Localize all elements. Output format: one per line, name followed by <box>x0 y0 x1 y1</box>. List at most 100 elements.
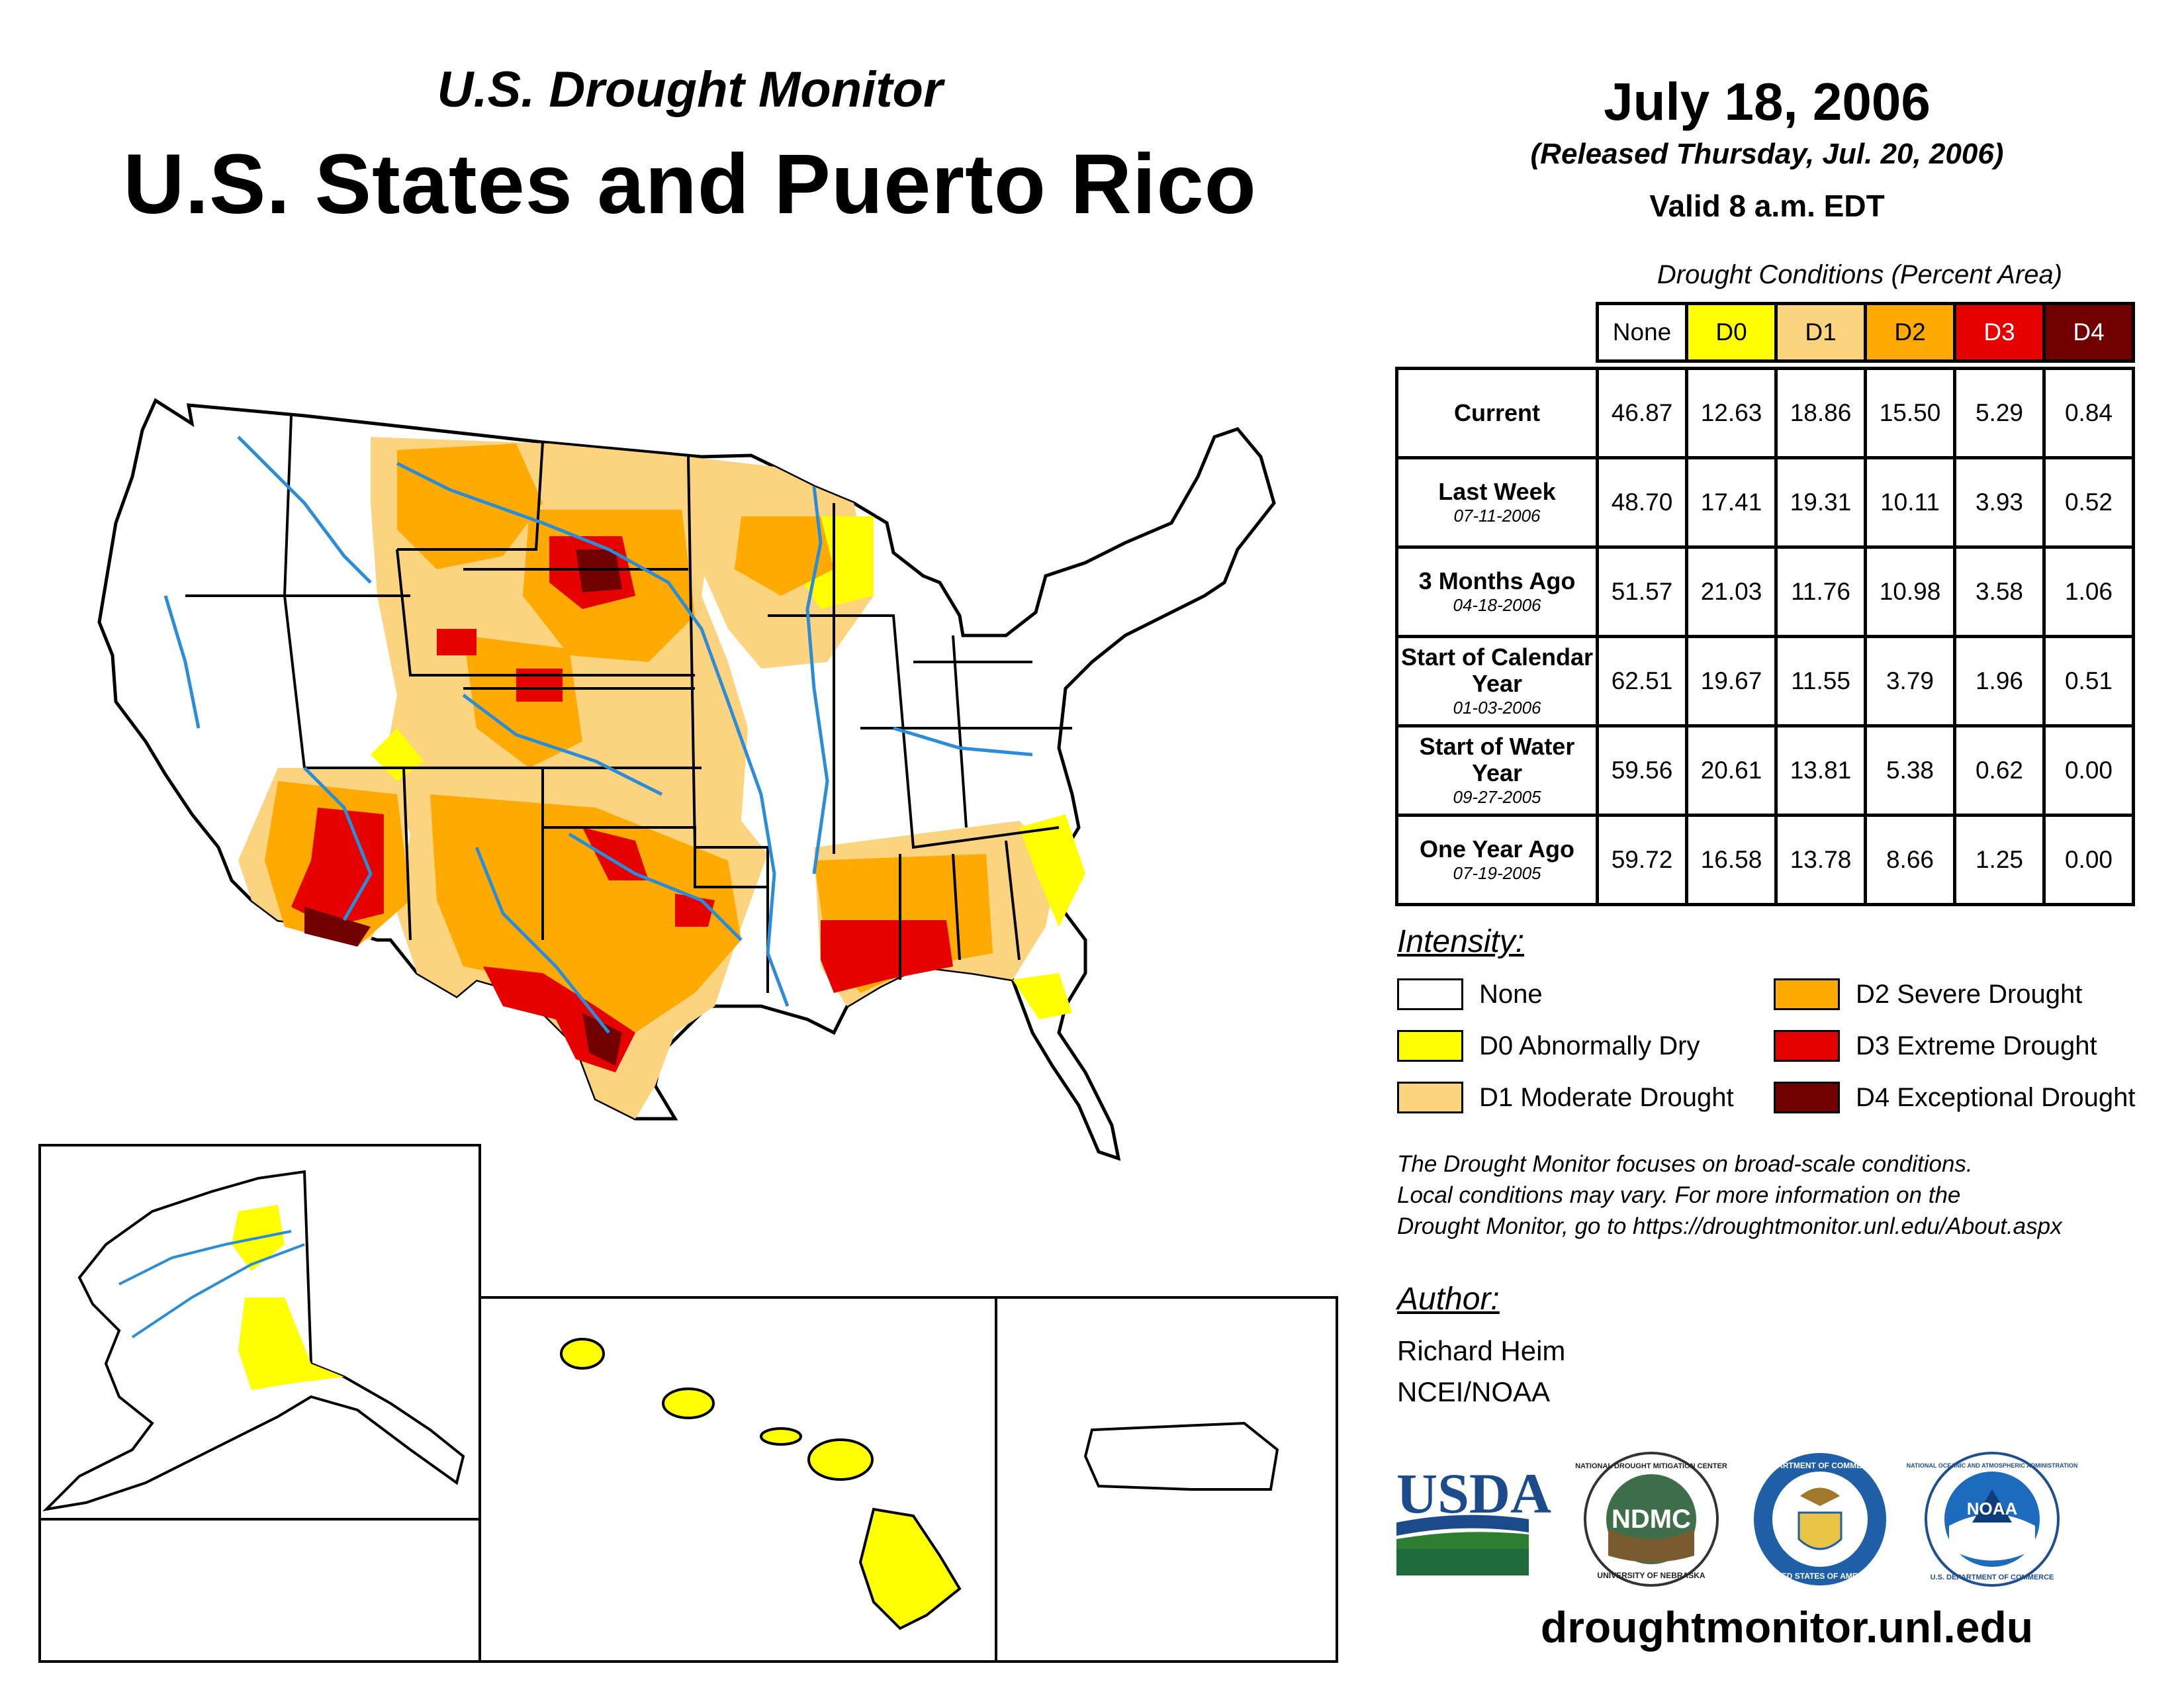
legend-swatch <box>1774 1030 1840 1062</box>
table-row: Current 46.87 12.63 18.86 15.50 5.29 0.8… <box>1395 367 2135 459</box>
svg-text:UNITED STATES OF AMERICA: UNITED STATES OF AMERICA <box>1763 1571 1878 1581</box>
d2-region-montana <box>397 444 543 569</box>
table-cell: 0.62 <box>1953 724 2046 817</box>
table-cell: 46.87 <box>1596 367 1688 459</box>
d4-region-arizona <box>304 907 371 947</box>
col-header-d1: D1 <box>1774 302 1867 363</box>
conus-map <box>97 398 1276 1161</box>
legend-swatch <box>1397 978 1463 1010</box>
table-cell: 10.98 <box>1864 545 1956 638</box>
legend-swatch <box>1774 1082 1840 1113</box>
col-header-d0: D0 <box>1685 302 1778 363</box>
table-cell: 62.51 <box>1596 635 1688 727</box>
table-row: 3 Months Ago 04-18-2006 51.57 21.03 11.76… <box>1395 545 2135 638</box>
row-label: One Year Ago 07-19-2005 <box>1395 814 1599 906</box>
table-cell: 1.25 <box>1953 814 2046 906</box>
puerto-rico-inset-frame <box>995 1296 1338 1663</box>
table-cell: 3.58 <box>1953 545 2046 638</box>
table-cell: 59.56 <box>1596 724 1688 817</box>
rivers <box>163 436 1033 1034</box>
alaska-d0-south <box>238 1297 344 1390</box>
svg-text:UNIVERSITY OF NEBRASKA: UNIVERSITY OF NEBRASKA <box>1597 1571 1705 1580</box>
ndmc-logo: NDMC NATIONAL DROUGHT MITIGATION CENTER … <box>1575 1452 1727 1587</box>
table-cell: 59.72 <box>1596 814 1688 906</box>
svg-text:DEPARTMENT OF COMMERCE: DEPARTMENT OF COMMERCE <box>1761 1461 1878 1470</box>
map-date: July 18, 2006 <box>1604 72 1931 131</box>
table-cell: 0.00 <box>2042 724 2135 817</box>
d3-region-oklahoma <box>582 827 715 927</box>
table-cell: 13.81 <box>1774 724 1867 817</box>
release-date: (Released Thursday, Jul. 20, 2006) <box>1530 138 2004 170</box>
author-name: Richard Heim <box>1397 1335 1566 1366</box>
table-cell: 12.63 <box>1685 367 1778 459</box>
row-label: Last Week 07-11-2006 <box>1395 456 1599 549</box>
table-row: One Year Ago 07-19-2005 59.72 16.58 13.78… <box>1395 814 2135 906</box>
legend-swatch <box>1397 1082 1463 1113</box>
table-cell: 1.96 <box>1953 635 2046 727</box>
hawaii-islands <box>560 1338 962 1630</box>
noaa-logo: NOAA NATIONAL OCEANIC AND ATMOSPHERIC AD… <box>1907 1452 2078 1587</box>
table-cell: 0.00 <box>2042 814 2135 906</box>
table-cell: 19.31 <box>1774 456 1867 549</box>
table-row: Start of Water Year 09-27-2005 59.56 20.6… <box>1395 724 2135 817</box>
author-org: NCEI/NOAA <box>1397 1376 1551 1407</box>
map-title: U.S. States and Puerto Rico <box>123 137 1257 232</box>
d4-region-texas <box>582 1013 622 1066</box>
note-link[interactable]: Drought Monitor, go to https://droughtmo… <box>1397 1213 2062 1239</box>
author-heading: Author: <box>1397 1282 1500 1317</box>
row-label: Current <box>1395 367 1599 459</box>
svg-text:NOAA: NOAA <box>1967 1499 2018 1519</box>
table-cell: 18.86 <box>1774 367 1867 459</box>
table-corner <box>1397 304 1598 361</box>
legend-heading: Intensity: <box>1397 924 1525 959</box>
table-cell: 3.93 <box>1953 456 2046 549</box>
website-link[interactable]: droughtmonitor.unl.edu <box>1540 1603 2034 1652</box>
table-cell: 20.61 <box>1685 724 1778 817</box>
d4-region-dakota <box>576 549 622 592</box>
row-label: Start of Water Year 09-27-2005 <box>1395 724 1599 817</box>
table-cell: 17.41 <box>1685 456 1778 549</box>
svg-text:USDA: USDA <box>1396 1462 1551 1525</box>
legend-item-d1: D1 Moderate Drought <box>1397 1082 1734 1113</box>
table-cell: 21.03 <box>1685 545 1778 638</box>
d0-region-florida <box>1013 973 1072 1019</box>
svg-text:NATIONAL OCEANIC AND ATMOSPHER: NATIONAL OCEANIC AND ATMOSPHERIC ADMINIS… <box>1907 1462 2078 1469</box>
author-block: Richard Heim NCEI/NOAA <box>1397 1331 1565 1413</box>
map-subtitle: U.S. Drought Monitor <box>437 62 943 118</box>
drought-conditions-table: None D0 D1 D2 D3 D4 Current 46.87 12.63 … <box>1395 302 2135 906</box>
table-cell: 19.67 <box>1685 635 1778 727</box>
legend-item-d3: D3 Extreme Drought <box>1774 1030 2097 1062</box>
usda-logo: USDA <box>1396 1462 1551 1575</box>
department-of-commerce-seal: DEPARTMENT OF COMMERCE UNITED STATES OF … <box>1754 1453 1886 1585</box>
table-cell: 16.58 <box>1685 814 1778 906</box>
table-cell: 5.29 <box>1953 367 2046 459</box>
table-header-row: None D0 D1 D2 D3 D4 <box>1397 302 2135 363</box>
valid-time: Valid 8 a.m. EDT <box>1649 189 1885 223</box>
alaska-rivers <box>118 1230 305 1338</box>
svg-text:NATIONAL DROUGHT MITIGATION CE: NATIONAL DROUGHT MITIGATION CENTER <box>1575 1462 1727 1470</box>
d0-region-gulf <box>1019 814 1085 927</box>
table-cell: 3.79 <box>1864 635 1956 727</box>
legend-item-none: None <box>1397 978 1543 1010</box>
row-label: 3 Months Ago 04-18-2006 <box>1395 545 1599 638</box>
partner-logos: USDA NDMC NATIONAL DROUGHT MITIGATION CE… <box>1396 1452 2078 1587</box>
table-cell: 13.78 <box>1774 814 1867 906</box>
svg-text:NDMC: NDMC <box>1612 1505 1691 1534</box>
col-header-d3: D3 <box>1953 302 2046 363</box>
puerto-rico-outline <box>1083 1421 1279 1491</box>
table-cell: 11.76 <box>1774 545 1867 638</box>
svg-text:U.S. DEPARTMENT OF COMMERCE: U.S. DEPARTMENT OF COMMERCE <box>1931 1573 2054 1581</box>
table-cell: 0.51 <box>2042 635 2135 727</box>
table-cell: 10.11 <box>1864 456 1956 549</box>
d3-region-colorado <box>437 629 563 702</box>
legend-item-d2: D2 Severe Drought <box>1774 978 2082 1010</box>
table-row: Last Week 07-11-2006 48.70 17.41 19.31 10… <box>1395 456 2135 549</box>
table-cell: 48.70 <box>1596 456 1688 549</box>
table-cell: 1.06 <box>2042 545 2135 638</box>
col-header-none: None <box>1596 302 1688 363</box>
legend-swatch <box>1397 1030 1463 1062</box>
col-header-d2: D2 <box>1864 302 1956 363</box>
row-label: Start of Calendar Year 01-03-2006 <box>1395 635 1599 727</box>
legend-item-d4: D4 Exceptional Drought <box>1774 1082 2135 1113</box>
